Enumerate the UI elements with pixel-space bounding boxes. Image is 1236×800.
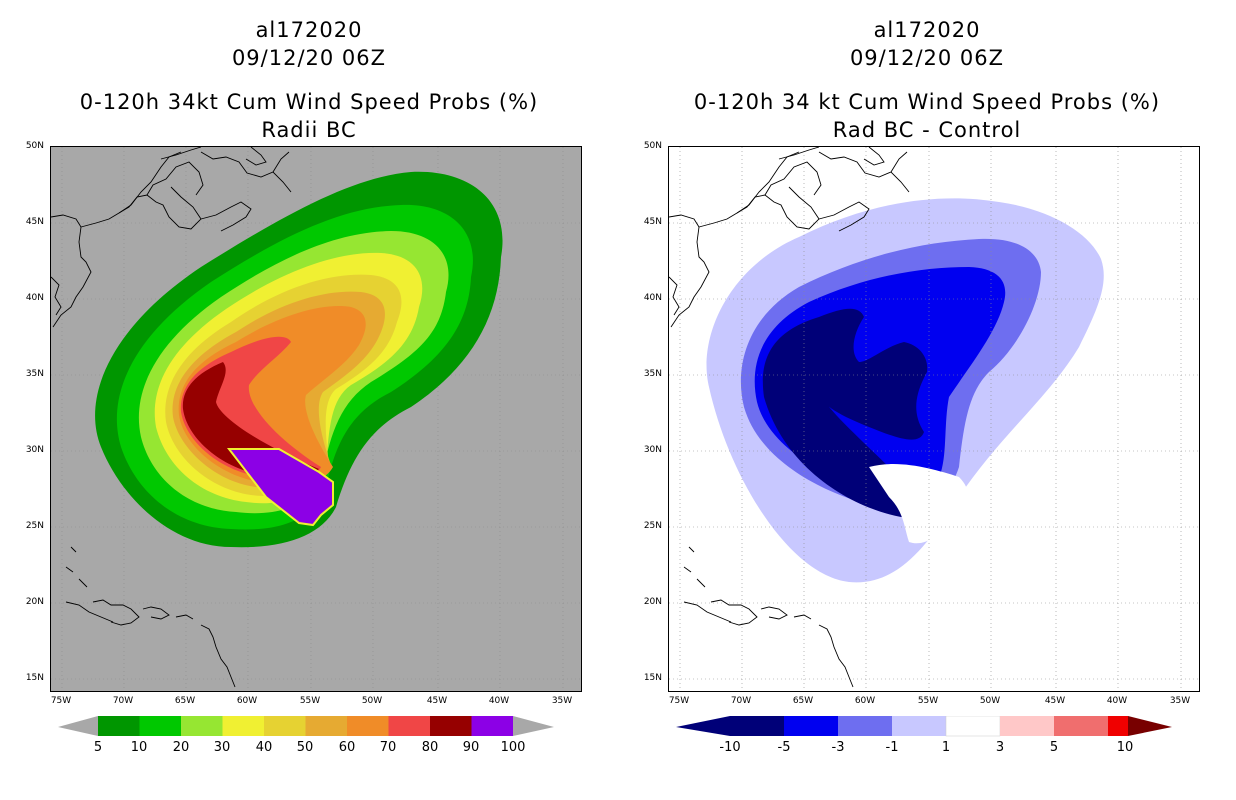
lat-label: 40N xyxy=(25,293,44,303)
lon-label: 65W xyxy=(174,696,196,706)
colorbar-swatch xyxy=(305,716,347,736)
lon-label: 65W xyxy=(792,696,814,706)
colorbar-swatch xyxy=(264,716,306,736)
lat-label: 35N xyxy=(25,369,44,379)
colorbar-label: 40 xyxy=(255,740,273,755)
caribbean-islands xyxy=(683,546,854,688)
lat-label: 45N xyxy=(643,217,662,227)
storm-id: al172020 xyxy=(255,18,363,42)
panel-subtitle: Rad BC - Control xyxy=(832,118,1022,142)
prob-90-100 xyxy=(226,448,334,527)
colorbar-label: 90 xyxy=(462,740,480,755)
left-panel: al172020 09/12/20 06Z 0-120h 34kt Cum Wi… xyxy=(25,18,582,755)
colorbar-label: -5 xyxy=(777,740,791,755)
grid-lines xyxy=(669,147,1199,691)
colorbar-label: 60 xyxy=(338,740,356,755)
lon-label: 75W xyxy=(50,696,72,706)
panel-subtitle: Radii BC xyxy=(261,118,357,142)
colorbar-swatch xyxy=(388,716,430,736)
colorbar-extend-high xyxy=(513,716,554,736)
colorbar-swatch xyxy=(222,716,264,736)
lat-label: 40N xyxy=(643,293,662,303)
lon-label: 70W xyxy=(730,696,752,706)
storm-id: al172020 xyxy=(873,18,981,42)
colorbar-label: 3 xyxy=(995,740,1005,755)
colorbar-label: -3 xyxy=(831,740,845,755)
colorbar-swatch xyxy=(139,716,181,736)
colorbar-label: 10 xyxy=(130,740,148,755)
colorbar-label: 100 xyxy=(500,740,526,755)
lat-label: 20N xyxy=(643,597,662,607)
colorbar-label: 50 xyxy=(296,740,314,755)
lon-label: 45W xyxy=(426,696,448,706)
colorbar-extend-high xyxy=(1128,716,1172,736)
caribbean-islands xyxy=(65,546,236,688)
lon-label: 40W xyxy=(488,696,510,706)
colorbar-label: 1 xyxy=(941,740,951,755)
coastlines xyxy=(669,147,910,328)
lat-label: 50N xyxy=(25,141,44,151)
lon-label: 55W xyxy=(299,696,321,706)
probability-map xyxy=(50,146,582,692)
lon-label: 55W xyxy=(917,696,939,706)
coastlines xyxy=(51,147,292,328)
colorbar-swatch xyxy=(471,716,513,736)
colorbar-label: 80 xyxy=(421,740,439,755)
colorbar-extend-low xyxy=(676,716,730,736)
lon-label: 45W xyxy=(1044,696,1066,706)
colorbar-label: 30 xyxy=(213,740,231,755)
datetime: 09/12/20 06Z xyxy=(849,46,1005,70)
lon-label: 60W xyxy=(236,696,258,706)
colorbar-swatch xyxy=(98,716,140,736)
colorbar-label: 10 xyxy=(1116,740,1134,755)
colorbar xyxy=(58,716,554,736)
lat-label: 45N xyxy=(25,217,44,227)
colorbar-swatch xyxy=(945,716,1001,737)
prob-80 xyxy=(182,362,319,478)
colorbar-swatch xyxy=(181,716,223,736)
colorbar-swatch xyxy=(1108,716,1128,736)
lat-label: 30N xyxy=(643,445,662,455)
colorbar-label: 70 xyxy=(379,740,397,755)
diff-above-neg1 xyxy=(869,464,969,544)
colorbar-swatch xyxy=(892,716,946,736)
lon-label: 70W xyxy=(112,696,134,706)
colorbar-swatch xyxy=(784,716,838,736)
difference-map xyxy=(668,146,1200,692)
colorbar xyxy=(676,716,1172,737)
panel-title: 0-120h 34kt Cum Wind Speed Probs (%) xyxy=(79,90,539,114)
colorbar-label: -1 xyxy=(885,740,899,755)
lat-label: 30N xyxy=(25,445,44,455)
colorbar-label: 5 xyxy=(1049,740,1059,755)
colorbar-label: 20 xyxy=(172,740,190,755)
lon-label: 50W xyxy=(361,696,383,706)
lat-label: 35N xyxy=(643,369,662,379)
colorbar-label: -10 xyxy=(719,740,741,755)
colorbar-swatch xyxy=(430,716,472,736)
lon-label: 50W xyxy=(979,696,1001,706)
lat-label: 50N xyxy=(643,141,662,151)
lat-label: 15N xyxy=(25,673,44,683)
lon-label: 35W xyxy=(551,696,573,706)
lat-label: 25N xyxy=(25,521,44,531)
colorbar-swatch xyxy=(838,716,892,736)
panel-title: 0-120h 34 kt Cum Wind Speed Probs (%) xyxy=(693,90,1161,114)
lat-label: 20N xyxy=(25,597,44,607)
right-panel: al172020 09/12/20 06Z 0-120h 34 kt Cum W… xyxy=(618,0,1236,800)
lon-label: 75W xyxy=(668,696,690,706)
lon-label: 40W xyxy=(1106,696,1128,706)
datetime: 09/12/20 06Z xyxy=(231,46,387,70)
lon-label: 60W xyxy=(854,696,876,706)
colorbar-swatch xyxy=(730,716,784,736)
lat-label: 25N xyxy=(643,521,662,531)
colorbar-label: 5 xyxy=(93,740,103,755)
lat-label: 15N xyxy=(643,673,662,683)
lon-label: 35W xyxy=(1169,696,1191,706)
colorbar-swatch xyxy=(347,716,389,736)
colorbar-extend-low xyxy=(58,716,98,736)
colorbar-swatch xyxy=(1054,716,1108,736)
colorbar-swatch xyxy=(1000,716,1054,736)
